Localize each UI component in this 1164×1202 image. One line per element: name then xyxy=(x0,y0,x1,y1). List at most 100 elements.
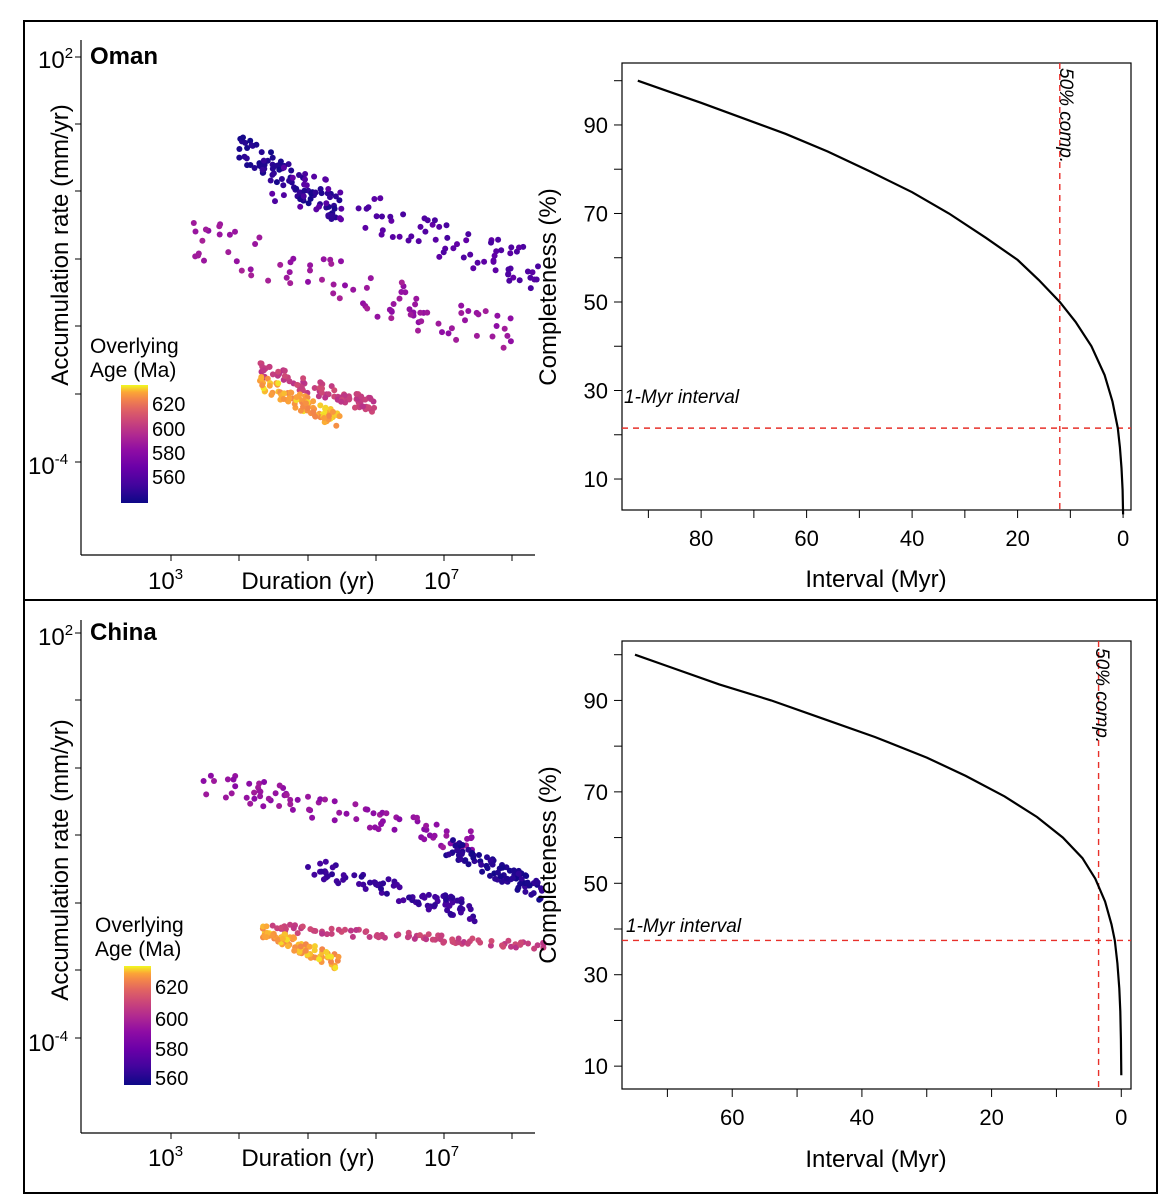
scatter-point xyxy=(297,203,304,210)
scatter-point xyxy=(360,403,366,410)
scatter-point xyxy=(317,379,324,386)
scatter-point xyxy=(290,934,297,941)
china-ytick-bottom: 10-4 xyxy=(28,1028,68,1057)
scatter-point xyxy=(423,822,430,829)
scatter-point xyxy=(524,268,531,275)
scatter-point xyxy=(251,165,258,171)
scatter-point xyxy=(200,778,207,784)
x-tick-label: 20 xyxy=(1005,526,1029,551)
scatter-point xyxy=(499,878,505,885)
scatter-point xyxy=(258,149,265,156)
china-legend-tick-600: 600 xyxy=(155,1009,188,1031)
oman-completeness-ylabel: Completeness (%) xyxy=(535,188,562,385)
y-tick-label: 90 xyxy=(584,113,608,138)
scatter-point xyxy=(317,796,324,803)
china-hline-label: 1-Myr interval xyxy=(626,916,742,937)
scatter-point xyxy=(426,832,433,839)
scatter-point xyxy=(244,145,251,151)
scatter-point xyxy=(328,930,335,937)
scatter-point xyxy=(190,220,197,226)
scatter-point xyxy=(269,154,276,161)
scatter-point xyxy=(528,891,535,898)
scatter-point xyxy=(247,266,254,273)
scatter-point xyxy=(358,873,365,880)
china-scatter-points xyxy=(200,772,547,972)
scatter-point xyxy=(293,394,300,401)
scatter-point xyxy=(276,803,283,809)
scatter-point xyxy=(268,391,275,398)
scatter-point xyxy=(247,162,254,168)
scatter-point xyxy=(228,790,235,797)
scatter-point xyxy=(238,267,245,274)
scatter-point xyxy=(263,934,270,941)
scatter-point xyxy=(302,176,308,183)
scatter-point xyxy=(331,817,338,824)
scatter-point xyxy=(450,837,456,844)
scatter-point xyxy=(513,944,519,951)
scatter-point xyxy=(305,278,311,285)
oman-completeness-curve xyxy=(637,79,1125,515)
china-completeness-axes-box xyxy=(621,640,1132,1090)
scatter-point xyxy=(453,336,460,343)
scatter-point xyxy=(429,936,436,943)
scatter-point xyxy=(432,236,439,243)
scatter-point xyxy=(493,323,500,329)
scatter-point xyxy=(331,798,338,805)
scatter-point xyxy=(367,396,374,402)
scatter-point xyxy=(366,934,373,940)
scatter-point xyxy=(275,936,281,943)
scatter-point xyxy=(534,879,541,886)
scatter-point xyxy=(463,237,470,244)
scatter-point xyxy=(329,864,336,871)
scatter-point xyxy=(243,155,250,162)
scatter-point xyxy=(294,796,301,803)
scatter-point xyxy=(279,935,286,942)
scatter-point xyxy=(424,217,431,224)
scatter-point xyxy=(364,806,371,813)
scatter-point xyxy=(353,391,360,397)
y-tick-label: 30 xyxy=(584,963,608,988)
scatter-point xyxy=(307,267,313,274)
scatter-point xyxy=(305,200,312,207)
scatter-point xyxy=(465,308,472,314)
scatter-point xyxy=(236,154,243,161)
scatter-point xyxy=(507,250,514,257)
scatter-point xyxy=(260,157,267,164)
china-scatter-xlabel: Duration (yr) xyxy=(241,1145,374,1172)
oman-completeness-axes-box xyxy=(621,62,1132,511)
x-tick-label: 20 xyxy=(979,1105,1003,1130)
scatter-point xyxy=(280,182,287,189)
scatter-point xyxy=(408,233,415,240)
scatter-point xyxy=(293,185,300,192)
x-tick-label: 80 xyxy=(689,526,713,551)
scatter-point xyxy=(265,277,272,284)
scatter-point xyxy=(328,260,335,267)
scatter-point xyxy=(489,861,496,868)
oman-completeness-panel: 10 30 50 70 90 0 20 40 60 80 Interval (Myr) Comp… xyxy=(535,62,1132,593)
scatter-point xyxy=(316,956,322,963)
scatter-point xyxy=(425,891,432,898)
x-tick-label: 40 xyxy=(900,526,924,551)
scatter-point xyxy=(356,881,362,887)
scatter-point xyxy=(317,186,324,192)
scatter-point xyxy=(278,924,285,931)
oman-ytick-top: 102 xyxy=(38,45,73,74)
scatter-point xyxy=(363,205,370,212)
scatter-point xyxy=(252,241,259,247)
scatter-point xyxy=(501,325,508,332)
scatter-point xyxy=(296,189,303,196)
scatter-point xyxy=(225,249,232,256)
scatter-point xyxy=(319,276,325,283)
scatter-point xyxy=(495,236,502,243)
scatter-point xyxy=(499,864,506,871)
oman-legend-tick-620: 620 xyxy=(152,394,185,416)
oman-legend-title-1: Overlying xyxy=(90,335,179,358)
scatter-point xyxy=(307,262,314,269)
scatter-point xyxy=(216,223,223,230)
china-completeness-ylabel: Completeness (%) xyxy=(535,766,562,963)
scatter-point xyxy=(487,942,494,949)
scatter-point xyxy=(325,412,332,419)
scatter-point xyxy=(518,876,525,883)
scatter-point xyxy=(304,404,311,411)
